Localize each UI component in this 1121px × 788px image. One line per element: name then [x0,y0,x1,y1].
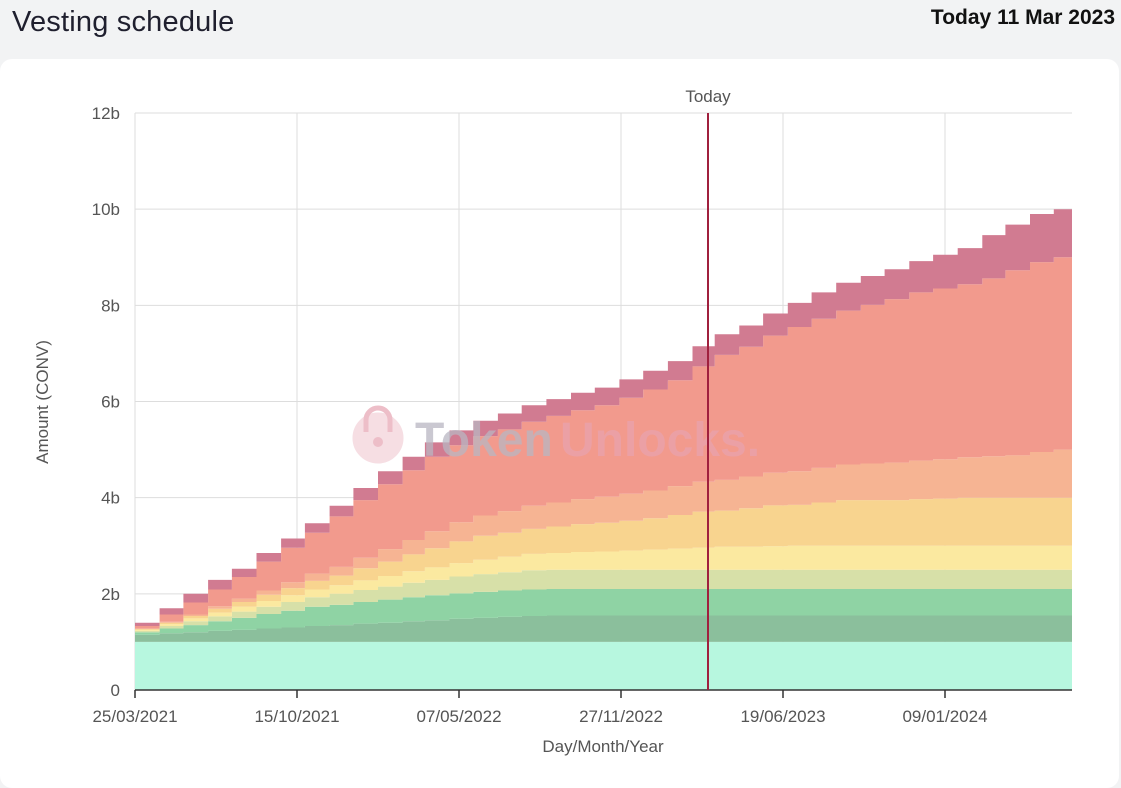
page-title: Vesting schedule [12,6,235,38]
x-axis-title: Day/Month/Year [542,737,664,756]
area-series-7 [135,449,1079,629]
area-series-4 [135,569,1079,633]
area-series-9 [135,209,1079,626]
tokenunlocks-watermark: Token Unlocks. [349,405,760,467]
x-tick-label: 07/05/2022 [416,707,501,726]
x-tick-label: 15/10/2021 [254,707,339,726]
y-tick-label: 6b [101,393,120,412]
y-tick-label: 0 [111,681,120,700]
x-tick-label: 19/06/2023 [740,707,825,726]
area-series-6 [135,497,1079,630]
y-tick-label: 4b [101,489,120,508]
y-tick-label: 10b [92,200,120,219]
lock-keyhole-icon [373,437,383,447]
lock-shackle-icon [363,405,393,432]
y-tick-label: 12b [92,104,120,123]
area-series-8 [135,257,1079,629]
today-marker-label: Today [685,87,731,106]
x-tick-label: 27/11/2022 [579,707,663,726]
y-axis-title: Amount (CONV) [33,340,52,464]
watermark-unlocks: Unlocks. [560,414,760,467]
today-stamp: Today 11 Mar 2023 [931,6,1115,30]
x-tick-label: 09/01/2024 [902,707,987,726]
area-series-2 [135,615,1079,642]
x-tick-label: 25/03/2021 [92,707,177,726]
y-axis-ticks: 0 2b 4b 6b 8b 10b 12b [92,104,120,700]
stacked-areas [135,209,1079,690]
area-series-1 [135,641,1079,690]
x-axis-ticks: 25/03/2021 15/10/2021 07/05/2022 27/11/2022… [92,690,988,726]
y-tick-label: 8b [101,296,120,315]
today-prefix: Today [930,6,992,29]
watermark-token: Token [415,414,553,467]
today-date: 11 Mar 2023 [997,6,1115,29]
y-tick-label: 2b [101,585,120,604]
area-series-5 [135,545,1079,631]
area-series-3 [135,589,1079,635]
